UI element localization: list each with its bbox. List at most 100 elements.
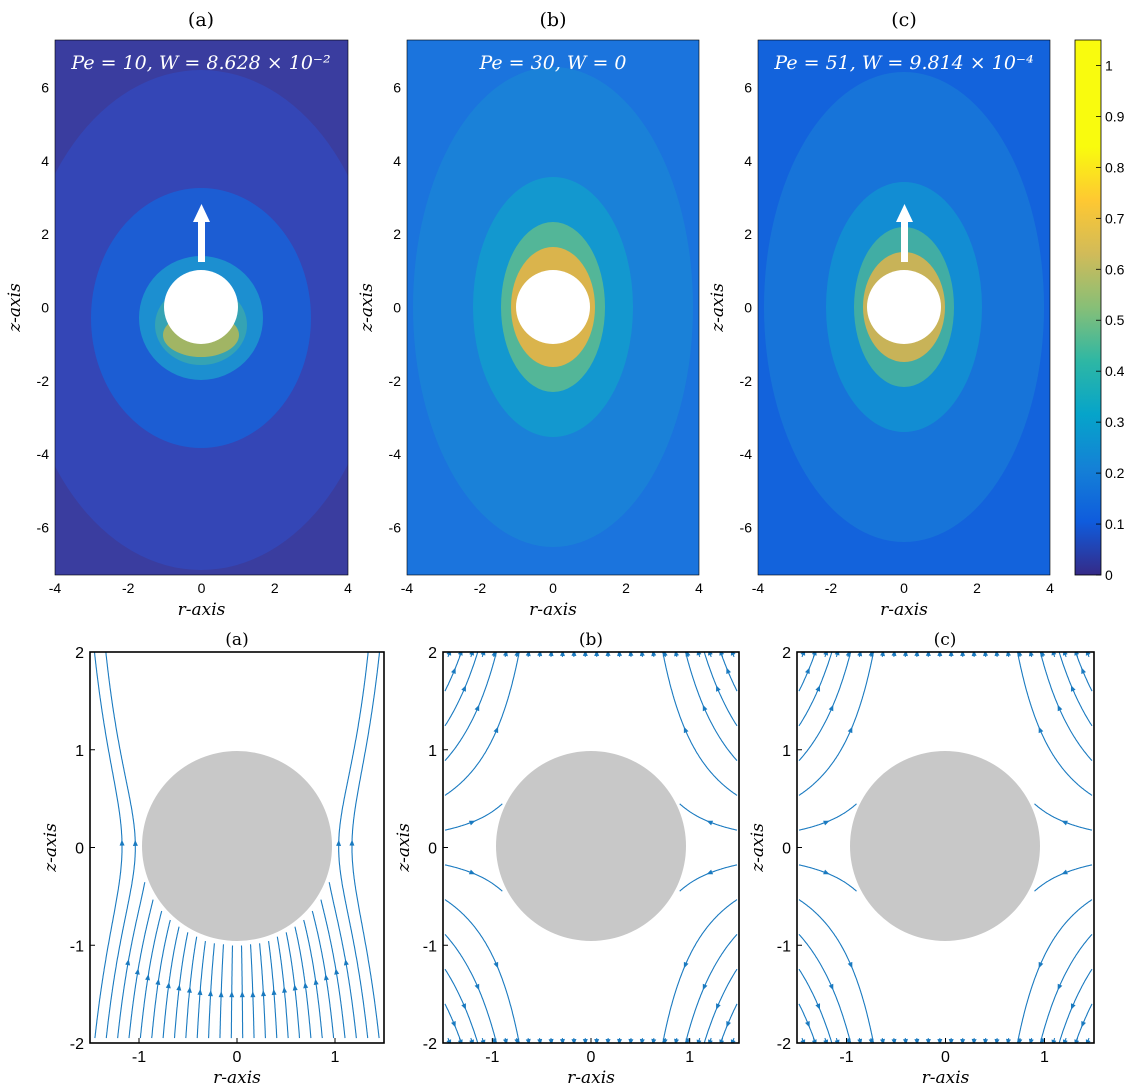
streamline-arrow: [537, 1038, 543, 1043]
streamline-arrow: [628, 652, 634, 657]
stream-x-tick-label: 1: [1040, 1049, 1049, 1066]
streamline-arrow: [880, 1038, 885, 1043]
streamline-arrow: [902, 652, 908, 657]
heatmap-y-axis-label: z-axis: [708, 283, 728, 333]
streamline-arrow: [145, 974, 151, 981]
heatmap-y-tick-label: 6: [393, 80, 401, 96]
streamline: [798, 864, 857, 892]
heatmap-x-tick-label: 4: [1046, 580, 1054, 596]
heatmap-y-tick-label: -4: [740, 446, 753, 462]
streamline: [679, 864, 738, 892]
streamline-arrow: [176, 984, 182, 991]
streamline-arrow: [651, 652, 657, 657]
stream-x-tick-label: -1: [485, 1049, 499, 1066]
stream-y-tick-label: -2: [70, 1036, 84, 1053]
direction-arrow-a: [193, 204, 210, 262]
streamline-arrow: [132, 839, 138, 846]
heatmap-y-tick-label: -6: [37, 519, 50, 535]
streamline-arrow: [1070, 685, 1076, 692]
streamline-arrow: [639, 1038, 645, 1043]
heatmap-panel-b: Pe = 30, W = 0 (b): [406, 9, 700, 576]
streamline-arrow: [702, 983, 708, 991]
heatmap-x-tick-label: -2: [474, 580, 487, 596]
heatmap-x-axis-label: r-axis: [880, 600, 928, 620]
heatmap-y-tick-label: -2: [740, 373, 753, 389]
streamline-arrow: [594, 1039, 600, 1043]
panel-label-b-bottom: (b): [579, 630, 603, 650]
obstacle-b: [496, 751, 686, 941]
colorbar-tick-label: 0.4: [1105, 363, 1125, 379]
streamline-arrow: [559, 652, 565, 657]
panel-label-a-bottom: (a): [225, 630, 248, 650]
streamline: [1074, 652, 1093, 692]
streamline-arrow: [1081, 1021, 1086, 1028]
streamline-arrow: [461, 1003, 466, 1010]
colorbar-tick-label: 0.7: [1105, 210, 1125, 226]
streamline-arrow: [493, 726, 499, 734]
streamline-arrow: [503, 1038, 508, 1043]
heatmap-panel-a: Pe = 10, W = 8.628 × 10⁻² (a): [54, 9, 349, 576]
heatmap-y-tick-label: -2: [37, 373, 50, 389]
heatmap-x-tick-label: 4: [695, 580, 703, 596]
streamline: [249, 944, 255, 1039]
streamline-arrow: [1061, 869, 1068, 875]
streamline-arrow: [1081, 667, 1086, 674]
streamline-arrow: [914, 652, 920, 657]
annotation-c: Pe = 51, W = 9.814 × 10⁻⁴: [773, 52, 1033, 74]
streamline-arrow: [857, 1038, 863, 1043]
streamline-arrow: [891, 652, 897, 657]
streamline-arrow: [617, 652, 623, 657]
heatmap-y-tick-label: -2: [389, 373, 402, 389]
stream-y-tick-label: -2: [777, 1036, 791, 1053]
streamline-arrow: [674, 1038, 679, 1043]
streamline: [444, 652, 463, 692]
heatmap-x-tick-label: 2: [973, 580, 981, 596]
streamlines-c: [798, 652, 1093, 1043]
streamline-arrow: [994, 1038, 1000, 1043]
direction-arrow-c: [896, 204, 913, 262]
streamline-arrow: [948, 1039, 954, 1043]
streamline-arrow: [548, 1038, 554, 1043]
streamline-arrow: [303, 982, 309, 989]
heatmap-x-tick-label: -2: [122, 580, 135, 596]
streamline-arrow: [726, 667, 731, 674]
annotation-a: Pe = 10, W = 8.628 × 10⁻²: [70, 52, 330, 74]
heatmap-y-axis-label: z-axis: [357, 283, 377, 333]
stream-x-tick-label: 1: [685, 1049, 694, 1066]
streamline-arrow: [514, 652, 520, 657]
stream-y-tick-label: 0: [75, 841, 84, 858]
streamline-arrow: [571, 652, 577, 657]
streamline-arrow: [451, 667, 456, 674]
heatmap-y-tick-label: 6: [41, 80, 49, 96]
streamline: [679, 803, 738, 831]
heatmap-x-tick-label: 0: [198, 580, 206, 596]
streamline-arrow: [468, 820, 476, 826]
stream-y-axis-label: z-axis: [748, 823, 768, 873]
streamline-arrow: [683, 726, 689, 734]
streamline-arrow: [960, 1038, 966, 1043]
heatmap-x-tick-label: 4: [344, 580, 352, 596]
panel-label-b-top: (b): [540, 9, 567, 31]
stream-x-axis-label: r-axis: [213, 1068, 261, 1088]
streamline-arrow: [323, 974, 329, 981]
stream-x-axis-label: r-axis: [922, 1068, 970, 1088]
stream-y-tick-label: 2: [75, 645, 84, 662]
streamline-arrow: [706, 869, 714, 875]
heatmap-y-tick-label: -6: [389, 519, 402, 535]
streamline-arrow: [880, 652, 885, 657]
streamline-arrow: [229, 991, 235, 998]
streamline: [303, 919, 323, 1039]
stream-y-axis-label: z-axis: [41, 823, 61, 873]
streamline-arrow: [948, 652, 954, 656]
streamline-arrow: [1006, 652, 1011, 657]
streamline-arrow: [847, 961, 853, 969]
heatmap-ticks: -4 -2 0 2 4 -6 -4 -2 0 2 4 6 r-axis z-axis -4 -2 0 2 4 -6 -4…: [5, 80, 1054, 620]
heatmap-y-axis-label: z-axis: [5, 283, 25, 333]
streamline-arrow: [313, 978, 319, 986]
streamline: [444, 864, 503, 892]
streamline-arrow: [548, 652, 554, 657]
streamline-arrow: [461, 685, 466, 692]
streamline-arrow: [683, 961, 689, 969]
stream-x-tick-label: -1: [839, 1049, 853, 1066]
streamline-arrow: [250, 991, 256, 998]
